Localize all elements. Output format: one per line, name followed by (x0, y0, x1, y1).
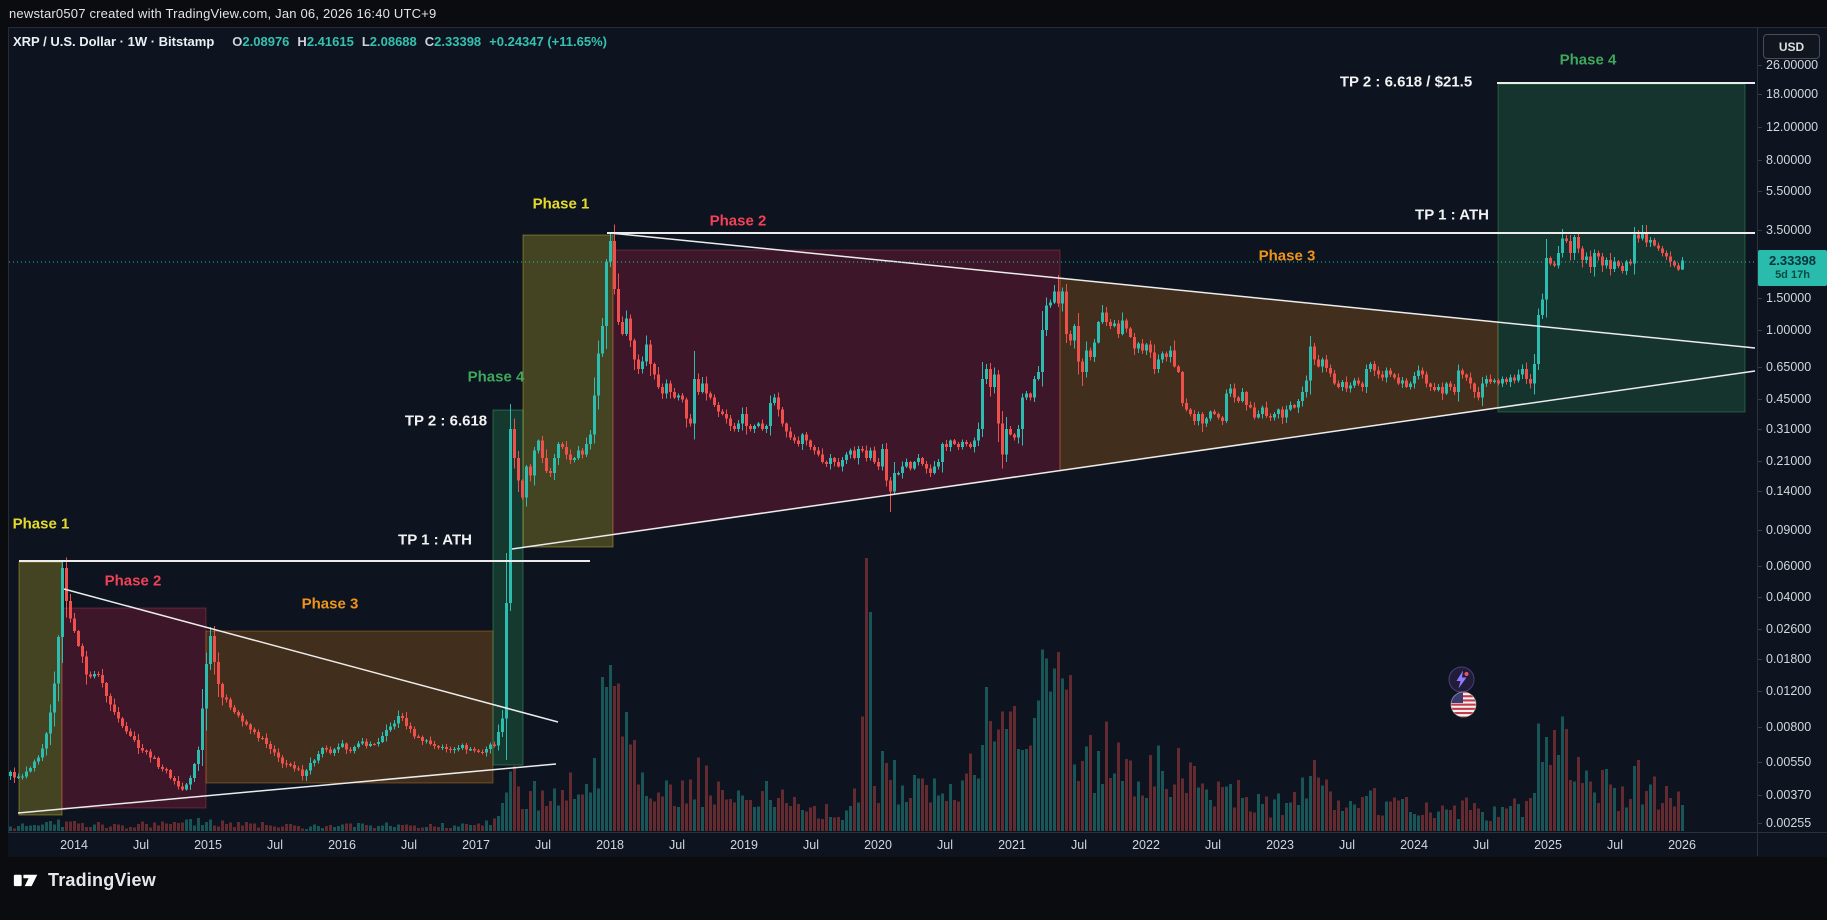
time-axis-label: Jul (1607, 838, 1623, 852)
last-price-label: 2.33398 5d 17h (1758, 250, 1827, 286)
phase4-main-box[interactable] (1497, 83, 1746, 413)
desc-main-line[interactable] (609, 232, 1756, 349)
price-axis-label: 0.00550 (1766, 755, 1812, 769)
phase2-left-label[interactable]: Phase 2 (104, 572, 162, 590)
asc-left-line[interactable] (17, 763, 557, 814)
price-axis-label: 0.09000 (1766, 523, 1812, 537)
tradingview-logo[interactable]: TradingView (13, 868, 156, 892)
price-axis-label: 0.14000 (1766, 484, 1812, 498)
time-axis-label: 2020 (864, 838, 892, 852)
price-axis-label: 0.00800 (1766, 720, 1812, 734)
tp2-main-label[interactable]: TP 2 : 6.618 / $21.5 (1339, 73, 1473, 91)
symbol-legend: XRP / U.S. Dollar · 1W · Bitstamp O2.0897… (13, 34, 607, 49)
time-axis-label: Jul (1071, 838, 1087, 852)
time-axis-label: 2015 (194, 838, 222, 852)
time-axis-label: 2017 (462, 838, 490, 852)
time-axis-label: 2025 (1534, 838, 1562, 852)
time-axis-label: 2024 (1400, 838, 1428, 852)
us-flag-stamp-icon (1450, 691, 1477, 718)
desc-left-line[interactable] (63, 588, 559, 723)
phase3-main-label[interactable]: Phase 3 (1258, 247, 1316, 265)
bar-countdown: 5d 17h (1775, 269, 1810, 281)
high-label: H (297, 34, 307, 49)
price-axis-label: 0.65000 (1766, 360, 1812, 374)
time-axis-label: Jul (669, 838, 685, 852)
pane-borders (8, 27, 1827, 857)
snapshot-attribution: newstar0507 created with TradingView.com… (9, 6, 437, 21)
time-axis-label: Jul (267, 838, 283, 852)
time-axis-label: 2023 (1266, 838, 1294, 852)
low-label: L (361, 34, 370, 49)
price-axis-label: 1.00000 (1766, 323, 1812, 337)
tradingview-logo-text: TradingView (48, 869, 156, 890)
price-axis-label: 0.06000 (1766, 559, 1812, 573)
time-axis-label: 2014 (60, 838, 88, 852)
asc-main-line[interactable] (511, 370, 1756, 550)
phase-boxes-layer (18, 83, 1746, 816)
phase1-left-label[interactable]: Phase 1 (12, 515, 70, 533)
time-axis-label: 2026 (1668, 838, 1696, 852)
candles-layer (9, 224, 1684, 792)
phase3-left-box[interactable] (205, 630, 494, 784)
price-axis-label: 5.50000 (1766, 184, 1812, 198)
price-axis-label: 0.04000 (1766, 590, 1812, 604)
price-axis-label: 0.01800 (1766, 652, 1812, 666)
symbol-title[interactable]: XRP / U.S. Dollar · 1W · Bitstamp (13, 34, 215, 49)
phase4-main-label[interactable]: Phase 4 (1559, 51, 1617, 69)
time-axis-label: Jul (937, 838, 953, 852)
time-axis-label: 2018 (596, 838, 624, 852)
price-axis-label: 26.00000 (1766, 58, 1819, 72)
phase4-left-box[interactable] (492, 409, 524, 766)
high-value: 2.41615 (306, 34, 354, 49)
price-axis-label: 0.02600 (1766, 622, 1812, 636)
phase1-main-label[interactable]: Phase 1 (532, 195, 590, 213)
phase4-left-label[interactable]: Phase 4 (467, 368, 525, 386)
close-label: C (424, 34, 435, 49)
price-axis-label: 0.00370 (1766, 788, 1812, 802)
time-axis-label: Jul (401, 838, 417, 852)
time-axis-label: 2021 (998, 838, 1026, 852)
phase2-main-label[interactable]: Phase 2 (709, 212, 767, 230)
open-value: 2.08976 (242, 34, 290, 49)
price-axis-label: 0.31000 (1766, 422, 1812, 436)
tp1-left-label[interactable]: TP 1 : ATH (398, 531, 472, 549)
time-axis-label: 2022 (1132, 838, 1160, 852)
time-axis-label: Jul (803, 838, 819, 852)
price-axis-label: 12.00000 (1766, 120, 1819, 134)
tradingview-logo-icon (13, 874, 38, 887)
time-axis-label: 2019 (730, 838, 758, 852)
phase3-left-label[interactable]: Phase 3 (301, 595, 359, 613)
close-value: 2.33398 (434, 34, 482, 49)
price-axis-label: 3.50000 (1766, 223, 1812, 237)
volume-layer (9, 558, 1684, 831)
trendlines-layer (9, 82, 1756, 814)
time-axis-label: Jul (1339, 838, 1355, 852)
price-axis-label: 0.01200 (1766, 684, 1812, 698)
price-axis-label: 8.00000 (1766, 153, 1812, 167)
price-axis-label: 1.50000 (1766, 291, 1812, 305)
time-axis-label: Jul (1473, 838, 1489, 852)
price-axis-label: 0.00255 (1766, 816, 1812, 830)
time-axis-label: Jul (535, 838, 551, 852)
time-axis-label: 2016 (328, 838, 356, 852)
price-axis-label: 0.21000 (1766, 454, 1812, 468)
phase2-left-box[interactable] (61, 607, 207, 809)
time-axis-label: Jul (1205, 838, 1221, 852)
change-value: +0.24347 (+11.65%) (489, 34, 607, 49)
tp2-left-label[interactable]: TP 2 : 6.618 (404, 412, 488, 430)
tp1-main-label[interactable]: TP 1 : ATH (1415, 206, 1489, 224)
low-value: 2.08688 (369, 34, 417, 49)
price-axis-label: 0.45000 (1766, 392, 1812, 406)
open-label: O (232, 34, 243, 49)
currency-toggle-button[interactable]: USD (1763, 34, 1820, 59)
price-axis-label: 18.00000 (1766, 87, 1819, 101)
idea-stamp-lightning-icon (1448, 666, 1475, 693)
time-axis-label: Jul (133, 838, 149, 852)
last-price-value: 2.33398 (1769, 253, 1816, 268)
